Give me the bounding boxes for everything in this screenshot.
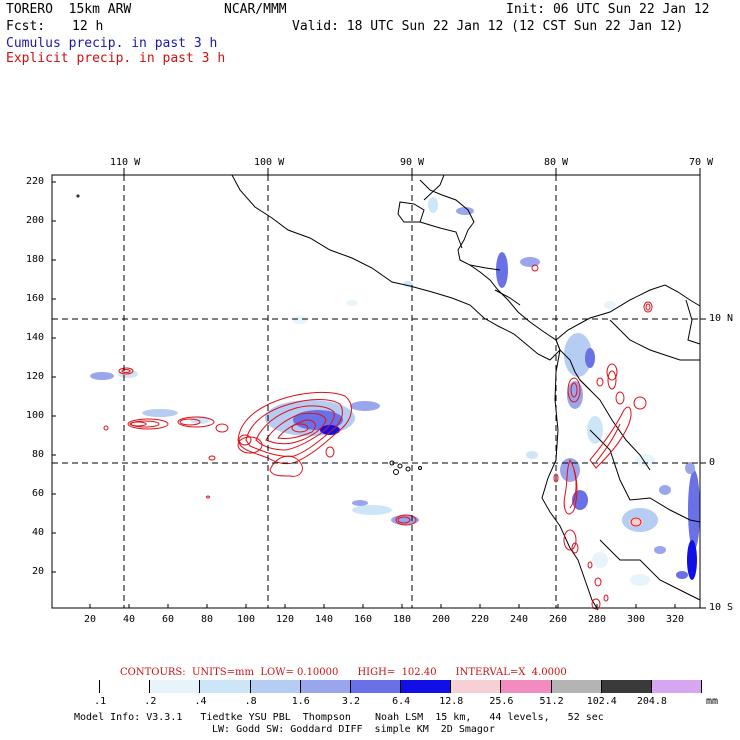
x-index-label: 200 <box>432 614 451 625</box>
colorbar-cell <box>651 680 702 693</box>
colorbar-label: 204.8 <box>636 696 667 707</box>
y-index-label: 160 <box>26 293 45 304</box>
lat-label-10s: 10 S <box>709 602 734 613</box>
colorbar-label: .1 <box>94 696 107 707</box>
valid-time: Valid: 18 UTC Sun 22 Jan 12 (12 CST Sun … <box>292 19 684 34</box>
model-info-line2: LW: Godd SW: Goddard DIFF simple KM 2D S… <box>212 724 495 735</box>
colorbar-cell <box>451 680 502 693</box>
colorbar-label: 6.4 <box>392 696 411 707</box>
map-frame <box>51 174 701 609</box>
x-index-label: 320 <box>666 614 685 625</box>
y-index-label: 200 <box>26 215 45 226</box>
lon-label-100w: 100 W <box>254 157 285 168</box>
colorbar-unit: mm <box>706 696 719 707</box>
lat-label-0: 0 <box>709 457 716 468</box>
colorbar-cell <box>601 680 652 693</box>
y-index-label: 140 <box>26 332 45 343</box>
x-index-label: 160 <box>354 614 373 625</box>
cumulus-precip-shading <box>90 197 700 586</box>
colorbar-cell <box>501 680 552 693</box>
y-index-label: 100 <box>26 410 45 421</box>
x-index-label: 40 <box>123 614 136 625</box>
lon-label-110w: 110 W <box>110 157 141 168</box>
colorbar-label: 3.2 <box>341 696 360 707</box>
forecast-label: Fcst: <box>6 19 46 34</box>
colorbar-label: .2 <box>144 696 157 707</box>
colorbar-cell <box>551 680 602 693</box>
bottom-index-ticks <box>89 604 676 608</box>
contour-info: CONTOURS: UNITS=mm LOW= 0.10000 HIGH= 10… <box>120 667 567 678</box>
y-index-label: 80 <box>32 449 45 460</box>
colorbar-label: 12.8 <box>439 696 464 707</box>
lon-label-90w: 90 W <box>400 157 425 168</box>
lon-tick-marks <box>123 168 701 175</box>
colorbar-cell <box>401 680 452 693</box>
colorbar-label: 1.6 <box>291 696 310 707</box>
colorbar-cell <box>100 680 151 693</box>
colorbar-label: .8 <box>244 696 257 707</box>
init-time: Init: 06 UTC Sun 22 Jan 12 <box>506 2 710 17</box>
x-index-label: 240 <box>510 614 529 625</box>
legend-cumulus: Cumulus precip. in past 3 h <box>6 36 218 51</box>
x-index-label: 260 <box>549 614 568 625</box>
y-index-label: 180 <box>26 254 45 265</box>
coastlines <box>76 174 701 611</box>
organization: NCAR/MMM <box>224 2 287 17</box>
colorbar-cell <box>200 680 251 693</box>
forecast-hour: 12 h <box>72 19 104 34</box>
model-name: TORERO 15km ARW <box>6 2 132 17</box>
colorbar-label: 51.2 <box>539 696 564 707</box>
y-index-label: 220 <box>26 176 45 187</box>
lat-label-10n: 10 N <box>709 313 734 324</box>
colorbar-cell <box>350 680 402 693</box>
colorbar-label: 102.4 <box>586 696 617 707</box>
colorbar-cell <box>50 680 101 693</box>
x-index-label: 100 <box>237 614 256 625</box>
colorbar-cell <box>300 680 351 693</box>
x-index-label: 60 <box>162 614 175 625</box>
x-index-label: 300 <box>627 614 646 625</box>
left-index-ticks <box>52 181 56 573</box>
legend-explicit: Explicit precip. in past 3 h <box>6 51 226 66</box>
lon-label-70w: 70 W <box>689 157 714 168</box>
y-index-label: 40 <box>32 527 45 538</box>
x-index-label: 180 <box>393 614 412 625</box>
model-info-line1: Model Info: V3.3.1 Tiedtke YSU PBL Thomp… <box>74 712 604 723</box>
x-index-label: 140 <box>315 614 334 625</box>
lat-tick-marks <box>700 318 706 609</box>
x-index-label: 80 <box>201 614 214 625</box>
colorbar-label: .4 <box>194 696 207 707</box>
y-index-label: 60 <box>32 488 45 499</box>
latlon-grid <box>52 175 700 608</box>
lon-label-80w: 80 W <box>544 157 569 168</box>
colorbar-cell <box>150 680 201 693</box>
x-index-label: 120 <box>276 614 295 625</box>
colorbar-cell <box>250 680 301 693</box>
explicit-precip-contours <box>103 264 653 610</box>
x-index-label: 20 <box>84 614 97 625</box>
y-index-label: 20 <box>32 566 45 577</box>
x-index-label: 220 <box>471 614 490 625</box>
colorbar-label: 25.6 <box>489 696 514 707</box>
x-index-label: 280 <box>588 614 607 625</box>
y-index-label: 120 <box>26 371 45 382</box>
